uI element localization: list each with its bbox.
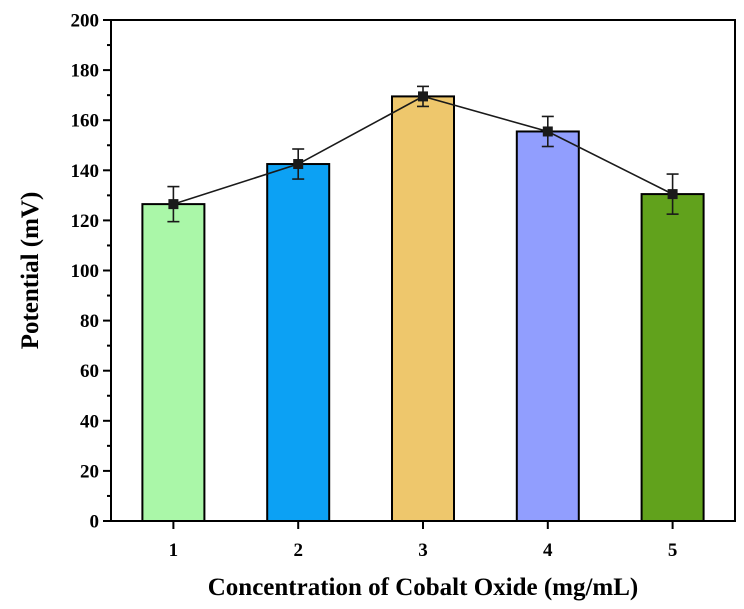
bar-4 (515, 130, 580, 522)
x-tick-label: 2 (293, 540, 303, 561)
x-axis-title: Concentration of Cobalt Oxide (mg/mL) (208, 574, 639, 601)
bar-2 (266, 163, 331, 522)
x-tick-label: 3 (418, 540, 428, 561)
x-tick-label: 4 (543, 540, 553, 561)
x-tick-label: 5 (668, 540, 678, 561)
data-point-4 (542, 126, 553, 137)
bar-3 (391, 95, 455, 522)
y-tick-label: 80 (80, 311, 99, 332)
bar-1 (141, 203, 206, 522)
y-tick-label: 140 (71, 161, 100, 182)
y-tick-label: 180 (71, 61, 100, 82)
y-axis-title: Potential (mV) (17, 192, 44, 350)
y-tick-label: 40 (80, 411, 99, 432)
data-point-1 (168, 199, 179, 210)
y-tick-label: 160 (71, 111, 100, 132)
x-axis-ticks: 1 2 3 4 5 (169, 521, 678, 561)
bars (141, 95, 705, 522)
y-tick-label: 0 (90, 512, 100, 533)
y-axis-ticks: 0 20 40 60 80 100 120 140 160 180 200 (71, 11, 111, 533)
y-tick-label: 60 (80, 361, 99, 382)
data-point-3 (418, 91, 428, 102)
y-tick-label: 120 (71, 211, 100, 232)
x-tick-label: 1 (169, 540, 179, 561)
data-point-5 (667, 189, 678, 200)
y-tick-label: 100 (71, 261, 100, 282)
bar-5 (640, 193, 705, 522)
trend-markers (168, 91, 678, 210)
data-point-2 (293, 159, 304, 170)
y-tick-label: 20 (80, 461, 99, 482)
y-tick-label: 200 (71, 11, 100, 32)
